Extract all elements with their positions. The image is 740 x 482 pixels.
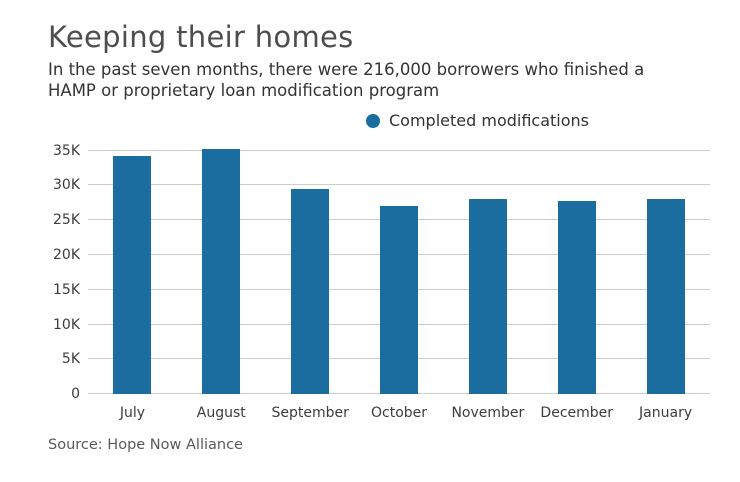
gridline [88,149,710,151]
bar-july [113,156,152,395]
x-tick-label: October [370,405,428,422]
bar-slot [88,140,177,395]
y-tick-label: 25K [53,212,80,229]
chart-title: Keeping their homes [48,20,354,54]
plot-area [88,140,710,395]
bar-october [380,206,418,395]
bar-slot [177,140,266,395]
y-tick-label: 15K [53,281,80,298]
bar-chart: 0 5K 10K 15K 20K 25K 30K 35K [48,140,710,403]
y-tick-label: 35K [53,142,80,159]
bar-slot [355,140,444,395]
legend: Completed modifications [366,111,589,130]
bar-august [202,148,241,395]
y-tick-label: 20K [53,247,80,264]
bar-slot [266,140,355,395]
chart-subtitle: In the past seven months, there were 216… [48,60,645,101]
gridline [88,184,710,186]
x-tick-label: December [540,405,614,422]
x-tick-label: September [271,405,349,422]
x-tick-label: July [119,405,146,422]
x-tick-label: January [639,405,693,422]
x-tick-label: August [196,405,246,422]
legend-label: Completed modifications [389,111,589,131]
bar-september [291,188,330,395]
x-tick-label: November [451,405,525,422]
bar-november [468,198,507,395]
bar-slot [621,140,710,395]
bar-january [646,198,685,395]
y-tick-label: 30K [53,177,80,194]
bar-slot [443,140,532,395]
bars-row [88,140,710,395]
bar-slot [532,140,621,395]
x-axis: July August September October November Decemb… [88,405,710,421]
bar-december [557,201,596,395]
y-tick-label: 0 [71,386,80,403]
y-tick-label: 5K [61,351,80,368]
source-note: Source: Hope Now Alliance [48,437,243,454]
legend-marker-icon [366,113,380,128]
y-axis: 0 5K 10K 15K 20K 25K 30K 35K [48,140,88,403]
y-tick-label: 10K [53,316,80,333]
chart-card: Keeping their homes In the past seven mo… [48,20,710,454]
